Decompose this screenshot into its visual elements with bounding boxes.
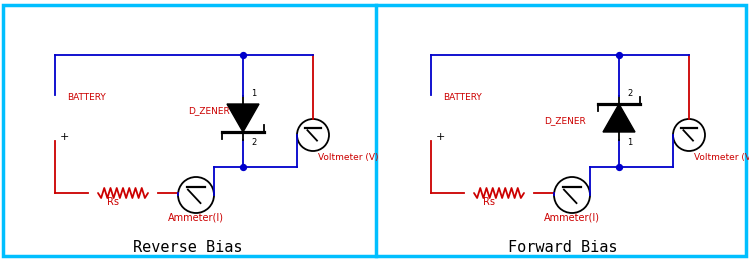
Text: Ammeter(I): Ammeter(I) — [544, 213, 600, 223]
Text: BATTERY: BATTERY — [67, 93, 106, 102]
Text: BATTERY: BATTERY — [443, 93, 482, 102]
Polygon shape — [227, 104, 259, 132]
Point — [237, 53, 249, 57]
Text: D_ZENER: D_ZENER — [544, 116, 586, 125]
Text: 1: 1 — [251, 89, 256, 98]
Text: Voltmeter (V): Voltmeter (V) — [318, 153, 378, 162]
Text: Forward Bias: Forward Bias — [509, 240, 618, 256]
Text: Voltmeter (V): Voltmeter (V) — [694, 153, 749, 162]
Point — [613, 53, 625, 57]
Text: Rs: Rs — [483, 197, 495, 207]
Text: Ammeter(I): Ammeter(I) — [168, 213, 224, 223]
Text: 2: 2 — [627, 89, 632, 98]
Text: +: + — [436, 132, 446, 142]
Text: +: + — [60, 132, 70, 142]
Text: Reverse Bias: Reverse Bias — [133, 240, 243, 256]
Text: 1: 1 — [627, 138, 632, 147]
Polygon shape — [603, 104, 635, 132]
Text: Rs: Rs — [107, 197, 119, 207]
Text: D_ZENER: D_ZENER — [188, 106, 230, 115]
Point — [613, 165, 625, 169]
Text: 2: 2 — [251, 138, 256, 147]
Point — [237, 165, 249, 169]
